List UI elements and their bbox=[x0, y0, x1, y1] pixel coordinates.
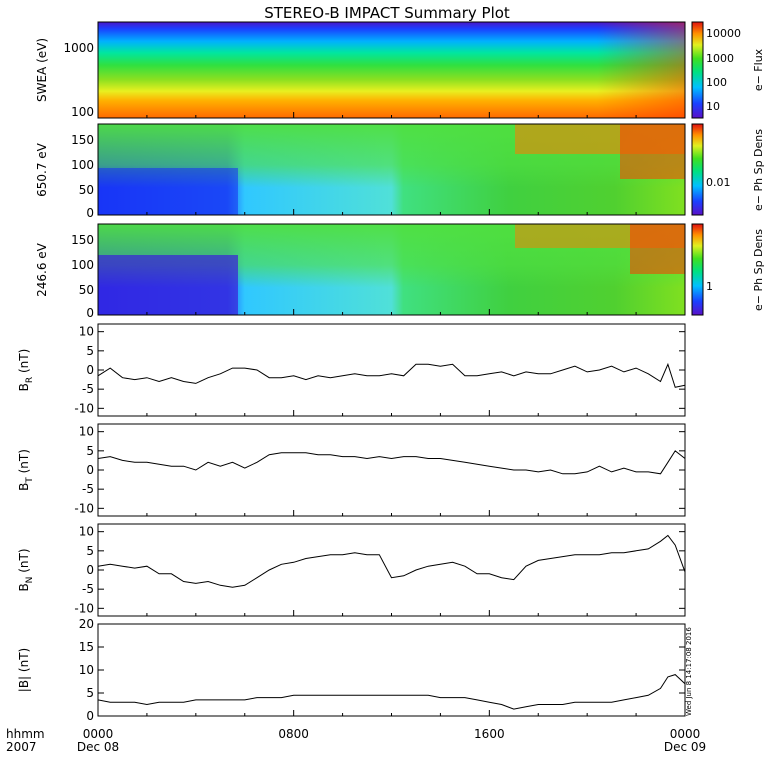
time-tick-label: 0800 bbox=[278, 727, 309, 741]
pad-246-ytick-label: 100 bbox=[71, 258, 94, 272]
swea-spectrogram-right-enhancement bbox=[98, 22, 685, 118]
bmag-ytick-label: 0 bbox=[86, 709, 94, 723]
time-tick-date: Dec 08 bbox=[77, 740, 119, 754]
pad-246-ytick-label: 0 bbox=[86, 306, 94, 320]
bmag-ytick-label: 10 bbox=[79, 663, 94, 677]
pad-246-cbar-tick: 1 bbox=[706, 280, 713, 293]
pad-650-ytick-label: 100 bbox=[71, 158, 94, 172]
br-ytick-label: 0 bbox=[86, 363, 94, 377]
bt-plot-frame bbox=[97, 423, 686, 517]
time-tick-label: 0000 bbox=[83, 727, 114, 741]
generation-timestamp: Wed Jun 8 14:17:08 2016 bbox=[685, 627, 693, 716]
bt-ytick-label: -10 bbox=[74, 501, 94, 515]
swea-cbar-tick: 1000 bbox=[706, 52, 734, 65]
swea-ytick-label: 100 bbox=[71, 105, 94, 119]
swea-cbar-tick: 10000 bbox=[706, 27, 741, 40]
time-tick-label: 0000 bbox=[670, 727, 701, 741]
swea-colorbar bbox=[691, 21, 704, 119]
swea-ylabel: SWEA (eV) bbox=[35, 38, 49, 102]
br-ytick-label: 5 bbox=[86, 344, 94, 358]
bt-panel: -10 -5 0 5 10 BT (nT) bbox=[17, 423, 686, 517]
pad-650-dropout-region bbox=[98, 168, 238, 215]
time-tick-date: Dec 09 bbox=[664, 740, 706, 754]
bmag-series-line bbox=[97, 674, 686, 710]
swea-cbar-tick: 100 bbox=[706, 76, 727, 89]
swea-ytick-label: 1000 bbox=[63, 41, 94, 55]
bn-ylabel: BN (nT) bbox=[17, 548, 35, 591]
pad-650-ytick-label: 50 bbox=[79, 183, 94, 197]
bt-ytick-label: 0 bbox=[86, 463, 94, 477]
bn-ytick-label: -10 bbox=[74, 601, 94, 615]
pad-650-ytick-label: 150 bbox=[71, 133, 94, 147]
bn-ytick-label: -5 bbox=[82, 582, 94, 596]
bmag-ylabel: |B| (nT) bbox=[17, 648, 31, 692]
br-ylabel: BR (nT) bbox=[17, 349, 35, 392]
bn-ytick-label: 5 bbox=[86, 544, 94, 558]
bmag-ytick-label: 5 bbox=[86, 686, 94, 700]
pad-246-spectrogram-panel: 150 100 50 0 246.6 eV 1 e− Ph Sp Dens bbox=[35, 223, 765, 320]
pad-246-high-flux-corner bbox=[630, 224, 685, 274]
br-ytick-label: 10 bbox=[79, 325, 94, 339]
pad-246-cbar-label: e− Ph Sp Dens bbox=[752, 229, 765, 311]
br-plot-frame bbox=[97, 323, 686, 417]
pad-246-ytick-label: 150 bbox=[71, 233, 94, 247]
pad-650-spectrogram-panel: 150 100 50 0 650.7 eV 0.01 e− Ph Sp Dens bbox=[35, 123, 765, 220]
bmag-ytick-label: 15 bbox=[79, 640, 94, 654]
br-ytick-label: -5 bbox=[82, 382, 94, 396]
br-ytick-label: -10 bbox=[74, 401, 94, 415]
pad-650-cbar-label: e− Ph Sp Dens bbox=[752, 129, 765, 211]
pad-246-colorbar bbox=[691, 223, 704, 316]
axis-row-label-year: 2007 bbox=[6, 740, 37, 754]
bt-ytick-label: -5 bbox=[82, 482, 94, 496]
bt-ylabel: BT (nT) bbox=[17, 449, 35, 491]
time-tick-label: 1600 bbox=[474, 727, 505, 741]
swea-cbar-label: e− Flux bbox=[752, 48, 765, 91]
pad-650-colorbar bbox=[691, 123, 704, 216]
pad-246-ylabel: 246.6 eV bbox=[35, 242, 49, 297]
bt-ytick-label: 10 bbox=[79, 425, 94, 439]
bt-ytick-label: 5 bbox=[86, 444, 94, 458]
pad-650-cbar-tick: 0.01 bbox=[706, 176, 731, 189]
bn-ytick-label: 0 bbox=[86, 563, 94, 577]
br-series-line bbox=[97, 362, 686, 388]
bmag-panel: 0 5 10 15 20 |B| (nT) bbox=[17, 617, 686, 723]
bn-panel: -10 -5 0 5 10 BN (nT) bbox=[17, 523, 686, 617]
bn-plot-frame bbox=[97, 523, 686, 617]
bmag-ytick-label: 20 bbox=[79, 617, 94, 631]
bt-series-line bbox=[97, 450, 686, 475]
pad-246-ytick-label: 50 bbox=[79, 283, 94, 297]
bn-series-line bbox=[97, 534, 686, 588]
swea-spectrogram-panel: 1000 100 SWEA (eV) 10000 1000 100 10 e− … bbox=[35, 21, 765, 119]
pad-650-ytick-label: 0 bbox=[86, 206, 94, 220]
pad-650-high-flux-corner bbox=[620, 124, 685, 179]
plot-title: STEREO-B IMPACT Summary Plot bbox=[264, 4, 510, 22]
pad-246-dropout-region bbox=[98, 255, 238, 315]
pad-650-ylabel: 650.7 eV bbox=[35, 142, 49, 197]
bn-ytick-label: 10 bbox=[79, 525, 94, 539]
swea-cbar-tick: 10 bbox=[706, 100, 720, 113]
br-panel: -10 -5 0 5 10 BR (nT) bbox=[17, 323, 686, 417]
axis-row-label-hhmm: hhmm bbox=[6, 727, 45, 741]
